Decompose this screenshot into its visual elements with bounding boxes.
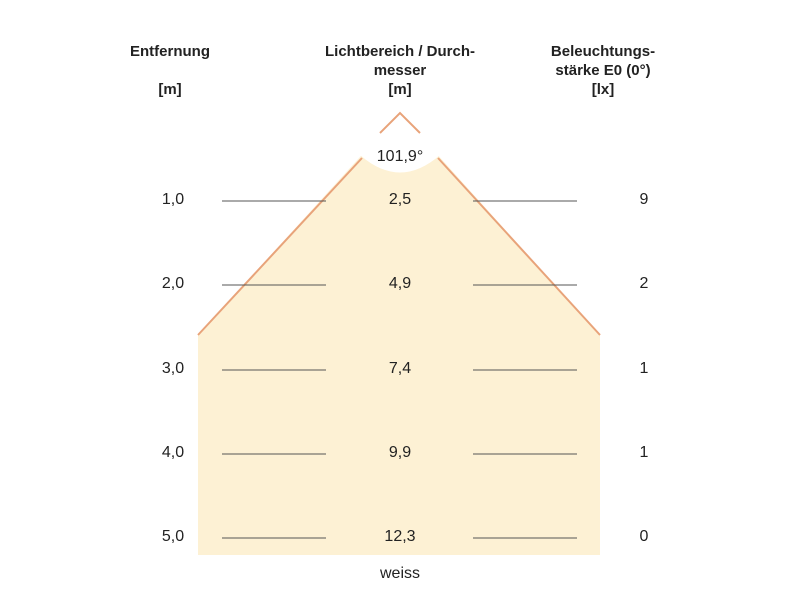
diameter-value: 7,4 <box>388 360 412 377</box>
diameter-value: 2,5 <box>388 191 412 208</box>
illuminance-header-unit: [lx] <box>591 81 615 98</box>
distance-header-unit: [m] <box>158 81 182 98</box>
distance-value: 5,0 <box>161 528 185 545</box>
illuminance-header-title-2: stärke E0 (0°) <box>555 62 651 79</box>
diameter-value: 12,3 <box>384 528 416 545</box>
light-area-header-title-2: messer <box>373 62 427 79</box>
diameter-value: 9,9 <box>388 444 412 461</box>
distance-header-title: Entfernung <box>130 43 210 60</box>
cone-edge-top-left <box>379 111 421 134</box>
illuminance-value: 1 <box>639 360 649 377</box>
light-area-header: Lichtbereich / Durch- messer [m] <box>300 42 500 99</box>
illuminance-header-title-1: Beleuchtungs- <box>550 43 656 60</box>
cone-edge-left <box>197 157 363 336</box>
distance-value: 1,0 <box>161 191 185 208</box>
beam-angle-label: 101,9° <box>376 148 424 165</box>
illuminance-value: 2 <box>639 275 649 292</box>
illuminance-value: 9 <box>639 191 649 208</box>
diameter-value: 4,9 <box>388 275 412 292</box>
distance-value: 2,0 <box>161 275 185 292</box>
light-area-header-unit: [m] <box>388 81 412 98</box>
cone-edge-right <box>437 157 601 336</box>
light-area-header-title-1: Lichtbereich / Durch- <box>324 43 476 60</box>
illuminance-value: 0 <box>639 528 649 545</box>
color-label: weiss <box>379 565 420 582</box>
illuminance-header: Beleuchtungs- stärke E0 (0°) [lx] <box>528 42 678 99</box>
light-cone <box>198 113 600 555</box>
distance-value: 3,0 <box>161 360 185 377</box>
distance-header: Entfernung [m] <box>100 42 240 99</box>
distance-value: 4,0 <box>161 444 185 461</box>
illuminance-value: 1 <box>639 444 649 461</box>
angle-notch <box>360 113 440 173</box>
rule-lines <box>222 200 577 539</box>
